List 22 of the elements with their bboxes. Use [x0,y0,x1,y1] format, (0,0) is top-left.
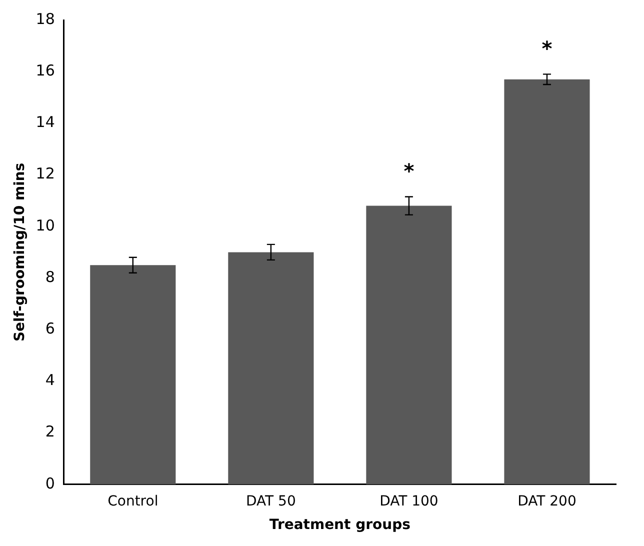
x-tick-label: DAT 200 [518,493,576,510]
bar [504,79,590,484]
y-tick-label: 6 [45,319,55,338]
y-tick-label: 0 [45,474,55,492]
y-tick-label: 14 [36,113,55,132]
annotation: * [542,36,553,60]
y-tick-label: 8 [45,268,55,286]
x-axis-title: Treatment groups [269,517,410,534]
bar [228,252,314,484]
x-tick-label: Control [108,493,158,510]
bar [366,206,452,484]
bar [90,265,176,484]
y-tick-label: 16 [36,61,55,80]
x-tick-label: DAT 50 [246,493,296,510]
y-tick-label: 12 [36,164,55,183]
y-tick-label: 2 [45,422,55,441]
y-tick-label: 10 [36,216,55,234]
y-axis-title: Self-grooming/10 mins [12,162,28,342]
annotation: * [404,158,415,183]
y-tick-label: 18 [36,10,55,28]
x-tick-label: DAT 100 [380,493,438,510]
y-tick-label: 4 [45,371,55,390]
